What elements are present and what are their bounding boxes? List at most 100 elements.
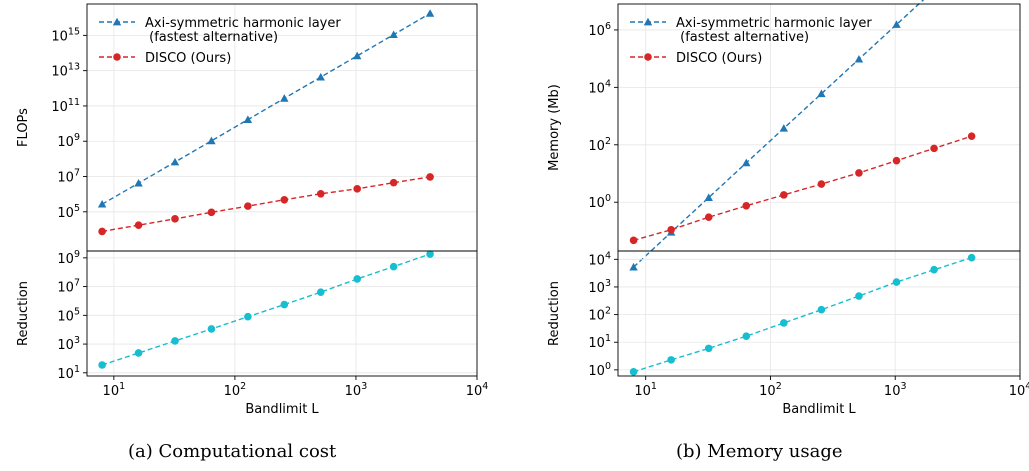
caption-memory-usage: (b) Memory usage bbox=[676, 441, 843, 462]
panel-a-top-series-0-point bbox=[243, 115, 253, 123]
panel-b-top-series-1-point bbox=[817, 180, 826, 188]
panel-b-bottom-series-0-point bbox=[855, 292, 863, 300]
panel-b-top-series-0-point bbox=[779, 124, 789, 132]
panel-b-top-legend-label-1: DISCO (Ours) bbox=[676, 51, 762, 66]
figure: 105 107 109 1011 1013 1015 FLOPs Axi-symmetric … bbox=[16, 0, 1029, 417]
panel-a-bottom-y-tick-label: 109 bbox=[57, 249, 80, 267]
panel-a-top-series-1-point bbox=[316, 189, 325, 198]
panel-a-bottom-series-0-point bbox=[171, 337, 179, 345]
panel-b-bottom-x-tick-label: 104 bbox=[1009, 381, 1029, 399]
panel-a-bottom-x-tick-label: 103 bbox=[345, 381, 368, 399]
panel-a-bottom-xlabel: Bandlimit L bbox=[245, 402, 319, 417]
panel-b-bottom-y-tick-label: 102 bbox=[588, 306, 611, 324]
panel-a-top-series-1-point bbox=[244, 202, 252, 210]
panel-a-bottom-y-tick-label: 107 bbox=[57, 278, 80, 296]
panel-a-bottom-ylabel: Reduction bbox=[16, 281, 31, 346]
panel-b-top-series-1-point bbox=[930, 144, 938, 153]
panel-b-top-series-0-point bbox=[742, 158, 751, 167]
panel-a-top-y-tick-label: 105 bbox=[57, 203, 80, 221]
panel-a-bottom-series-0-point bbox=[207, 325, 216, 333]
panel-a-top-series-1-point bbox=[207, 208, 216, 217]
panel-a-top-series-0-point bbox=[97, 199, 107, 208]
panel-a-top-y-tick-label: 1013 bbox=[51, 62, 80, 80]
panel-b-bottom-ylabel: Reduction bbox=[547, 281, 562, 346]
panel-b-top-series-1-point bbox=[855, 169, 863, 177]
panel-b-bottom-y-tick-label: 104 bbox=[588, 250, 611, 268]
panel-a-top-legend-marker-1 bbox=[113, 53, 121, 61]
panel-a-top-series-0-line bbox=[101, 12, 431, 205]
panel-b-bottom-series-0-point bbox=[817, 305, 826, 314]
panel-a-bottom-x-tick-label: 104 bbox=[466, 381, 489, 399]
panel-a-bottom-series-0-point bbox=[134, 349, 143, 357]
panel-b-top-y-tick-label: 104 bbox=[588, 78, 611, 96]
panel-a-bottom-series-0-point bbox=[280, 300, 289, 309]
panel-b-bottom-frame bbox=[617, 250, 1021, 377]
panel-a-bottom-series-0-point bbox=[244, 312, 252, 321]
panel-a-top-y-tick-label: 107 bbox=[57, 168, 80, 186]
panel-b-bottom-y-tick-label: 100 bbox=[588, 361, 611, 379]
panel-b-top-y-tick-label: 106 bbox=[588, 21, 611, 39]
panel-b-top-series-1-point bbox=[667, 225, 675, 234]
panel-a-top-series-0-point bbox=[170, 157, 180, 166]
panel-a-bottom-series-0-point bbox=[353, 275, 361, 283]
panel-b-bottom-series-0-point bbox=[667, 356, 675, 364]
panel-a-top-series-0-point bbox=[352, 51, 362, 60]
panel-a-top-ylabel: FLOPs bbox=[16, 108, 31, 147]
panel-b-top-series-1-line bbox=[633, 135, 972, 242]
panel-a-bottom-series-0-point bbox=[426, 250, 434, 258]
panel-a-bottom-y-tick-label: 101 bbox=[57, 364, 80, 382]
panel-a-top-series-1-point bbox=[426, 173, 434, 181]
panel-b-top-series-1-point bbox=[892, 156, 901, 165]
panel-a-top-series-1-line bbox=[102, 176, 431, 233]
panel-a-bottom-frame bbox=[86, 250, 478, 377]
panel-a-bottom-series-0-point bbox=[98, 361, 106, 369]
panel-a-bottom-series-0-point bbox=[389, 262, 398, 271]
panel-b-top-ylabel: Memory (Mb) bbox=[547, 84, 562, 171]
panel-b-bottom-y-tick-label: 103 bbox=[588, 278, 611, 296]
panel-b-top-legend-label-0: (fastest alternative) bbox=[676, 30, 809, 45]
panel-b-bottom-series-0-point bbox=[742, 332, 751, 341]
panel-a-top-series-0-point bbox=[389, 30, 398, 39]
panel-b-top-series-0-point bbox=[704, 193, 713, 201]
panel-a-top-series-1-point bbox=[98, 227, 106, 236]
panel-a-top-y-tick-label: 1015 bbox=[51, 26, 80, 44]
panel-b-bottom-series-0-line bbox=[633, 256, 972, 373]
panel-b-top-series-0-point bbox=[629, 262, 638, 271]
panel-a-top-series-1-point bbox=[280, 195, 289, 204]
panel-b-bottom-series-0-point bbox=[704, 344, 713, 353]
panel-a-top-legend-label-1: DISCO (Ours) bbox=[145, 51, 231, 66]
panel-b-top-y-tick-label: 102 bbox=[588, 136, 611, 154]
panel-a-bottom-y-tick-label: 103 bbox=[57, 335, 80, 353]
panel-a-bottom-y-tick-label: 105 bbox=[57, 306, 80, 324]
panel-b-bottom-series-0-point bbox=[930, 265, 938, 274]
panel-a-bottom-series-0-point bbox=[316, 288, 325, 296]
panel-b-bottom-series-0-point bbox=[892, 278, 901, 286]
panel-b-top-series-1-point bbox=[967, 132, 976, 140]
panel-a-top-series-0-point bbox=[280, 94, 289, 102]
panel-b-bottom-series-0-point bbox=[967, 253, 976, 262]
panel-a-top-series-1-point bbox=[171, 215, 179, 223]
panel-b-bottom-series-0-point bbox=[629, 368, 638, 376]
panel-a-bottom-series-0-line bbox=[101, 253, 431, 366]
panel-b-bottom-xlabel: Bandlimit L bbox=[782, 402, 856, 417]
panel-a-top-legend-label-0: Axi-symmetric harmonic layer bbox=[145, 16, 341, 31]
panel-b-top-series-1-point bbox=[629, 236, 638, 245]
panel-a-top-series-0-point bbox=[134, 178, 143, 187]
panel-b-top-series-1-point bbox=[780, 191, 788, 199]
panel-b-top-series-0-point bbox=[892, 20, 901, 28]
panel-a-top-legend-marker-0 bbox=[112, 17, 122, 26]
panel-b-top-series-0-point bbox=[854, 54, 864, 63]
panel-a-top-series-1-point bbox=[353, 185, 361, 193]
panel-a-top-series-1-point bbox=[134, 221, 143, 229]
panel-a-top-series-0-point bbox=[425, 9, 435, 17]
panel-b-bottom-series-0-point bbox=[780, 319, 788, 327]
panel-a-bottom-x-tick-label: 101 bbox=[103, 381, 126, 399]
panel-b-top-legend-label-0: Axi-symmetric harmonic layer bbox=[676, 16, 872, 31]
panel-a-top-series-1-point bbox=[389, 178, 398, 187]
panel-b-bottom-y-tick-label: 101 bbox=[588, 333, 611, 351]
panel-a-top-series-0-point bbox=[316, 72, 325, 81]
panel-a-top-legend-label-0: (fastest alternative) bbox=[145, 30, 278, 45]
panel-b-top-series-0-line bbox=[633, 0, 925, 268]
panel-b-top-series-1-point bbox=[704, 213, 713, 222]
panel-b-top-series-1-point bbox=[742, 202, 751, 210]
